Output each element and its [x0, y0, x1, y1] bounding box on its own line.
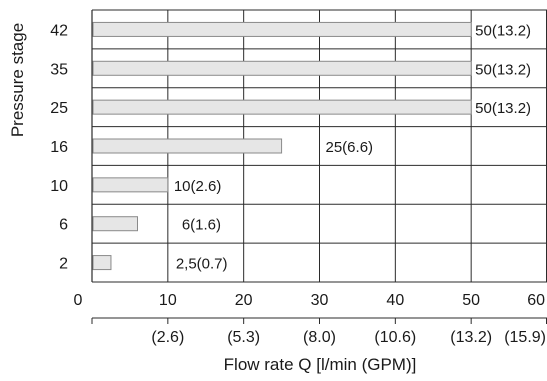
x-tick-label: 20	[235, 292, 253, 309]
data-label: 6(1.6)	[182, 217, 221, 234]
category-label: 42	[50, 22, 68, 39]
y-axis-title: Pressure stage	[8, 23, 27, 137]
data-label: 50(13.2)	[475, 61, 531, 78]
x-tick-labels: 0 10 20 30 40 50 60	[74, 292, 546, 309]
bar	[92, 60, 472, 76]
data-label: 25(6.6)	[326, 139, 374, 156]
category-tick-labels: 42 35 25 16 10 6 2	[50, 22, 68, 272]
chart-bars	[92, 21, 472, 271]
secondary-tick-label: (5.3)	[227, 329, 260, 346]
secondary-tick-label: (13.2)	[450, 329, 492, 346]
secondary-axis: (2.6) (5.3) (8.0) (10.6) (13.2) (15.9)	[91, 317, 547, 346]
category-label: 2	[59, 256, 68, 273]
data-label: 10(2.6)	[174, 178, 222, 195]
bar	[92, 255, 112, 271]
secondary-tick-label: (8.0)	[303, 329, 336, 346]
bar	[92, 99, 472, 115]
category-label: 35	[50, 61, 68, 78]
secondary-tick-label: (10.6)	[374, 329, 416, 346]
category-label: 10	[50, 178, 68, 195]
category-label: 25	[50, 100, 68, 117]
x-tick-label: 0	[74, 292, 83, 309]
category-label: 6	[59, 217, 68, 234]
bar	[92, 177, 169, 193]
x-tick-label: 40	[386, 292, 404, 309]
x-tick-label: 50	[462, 292, 480, 309]
data-label: 50(13.2)	[475, 100, 531, 117]
x-tick-label: 60	[527, 292, 545, 309]
bar-data-labels: 50(13.2) 50(13.2) 50(13.2) 25(6.6) 10(2.6) 6(…	[174, 22, 531, 272]
secondary-tick-label: (2.6)	[151, 329, 184, 346]
x-tick-label: 30	[311, 292, 329, 309]
bar	[92, 21, 472, 37]
secondary-tick-label: (15.9)	[504, 329, 546, 346]
x-tick-label: 10	[159, 292, 177, 309]
data-label: 2,5(0.7)	[176, 256, 228, 273]
bar	[92, 216, 138, 232]
x-axis-title: Flow rate Q [l/min (GPM)]	[224, 355, 417, 374]
bar	[92, 138, 283, 154]
data-label: 50(13.2)	[475, 22, 531, 39]
chart-grid	[91, 9, 547, 283]
category-label: 16	[50, 139, 68, 156]
